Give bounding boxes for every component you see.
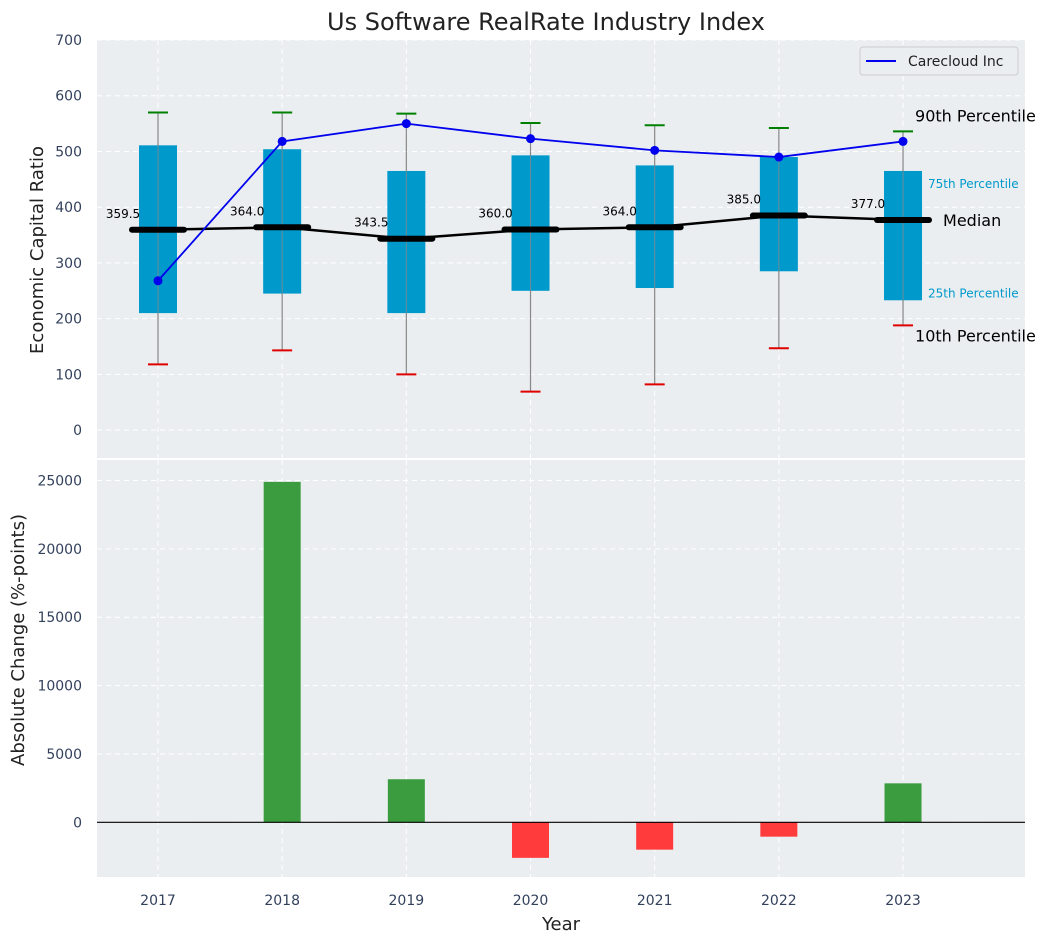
- top-y-tick-label: 300: [55, 256, 82, 272]
- series-point: [526, 134, 536, 144]
- bottom-y-tick-label: 0: [73, 815, 82, 831]
- top-y-tick-label: 700: [55, 33, 82, 49]
- bottom-y-tick-label: 25000: [37, 474, 82, 490]
- series-point: [774, 152, 784, 162]
- annotation-p10: 10th Percentile: [915, 326, 1036, 345]
- bottom-y-tick-label: 5000: [46, 747, 82, 763]
- top-y-tick-label: 500: [55, 144, 82, 160]
- x-tick-label: 2018: [264, 893, 300, 909]
- series-point: [153, 276, 163, 286]
- bottom-y-tick-label: 20000: [37, 542, 82, 558]
- top-y-tick-label: 100: [55, 367, 82, 383]
- top-y-tick-label: 400: [55, 200, 82, 216]
- median-value-label: 364.0: [603, 204, 637, 218]
- legend-label-carecloud: Carecloud Inc: [908, 54, 1003, 70]
- annotation-median: Median: [943, 211, 1001, 230]
- top-y-axis-label: Economic Capital Ratio: [27, 146, 48, 354]
- annotation-p90: 90th Percentile: [915, 106, 1036, 125]
- top-panel: 0 100 200 300 400 500 600 700 359.5 364.0 343.5 360…: [55, 33, 1036, 458]
- series-point: [650, 145, 660, 155]
- median-value-label: 360.0: [478, 206, 512, 220]
- top-y-tick-label: 0: [73, 423, 82, 439]
- change-bar: [387, 779, 425, 823]
- x-tick-label: 2023: [885, 893, 921, 909]
- median-value-label: 377.0: [851, 197, 885, 211]
- x-tick-label: 2019: [389, 893, 425, 909]
- bottom-y-axis-label: Absolute Change (%-points): [8, 514, 29, 766]
- top-plot-area: [97, 40, 1025, 458]
- bottom-y-tick-label: 10000: [37, 679, 82, 695]
- x-tick-label: 2020: [513, 893, 549, 909]
- series-point: [277, 136, 287, 146]
- x-tick-label: 2022: [761, 893, 797, 909]
- legend: Carecloud Inc: [859, 46, 1019, 76]
- change-bar: [512, 822, 550, 858]
- x-tick-label: 2017: [140, 893, 176, 909]
- legend-box: [859, 46, 1019, 76]
- x-axis-label: Year: [541, 914, 581, 935]
- top-y-tick-label: 600: [55, 89, 82, 105]
- series-point: [898, 136, 908, 146]
- median-value-label: 385.0: [727, 193, 761, 207]
- bottom-panel: 0 5000 10000 15000 20000 25000 2017 2018 2019 202…: [37, 460, 1025, 909]
- change-bar: [263, 481, 301, 823]
- top-y-tick-label: 200: [55, 312, 82, 328]
- series-point: [401, 119, 411, 129]
- change-bar: [760, 822, 798, 837]
- median-value-label: 364.0: [230, 204, 264, 218]
- change-bar: [884, 783, 922, 823]
- chart-title: Us Software RealRate Industry Index: [327, 8, 765, 36]
- x-tick-label: 2021: [637, 893, 673, 909]
- median-value-label: 343.5: [354, 216, 388, 230]
- annotation-p75: 75th Percentile: [928, 177, 1019, 191]
- median-value-label: 359.5: [106, 207, 140, 221]
- bottom-y-tick-label: 15000: [37, 610, 82, 626]
- bottom-plot-area: [97, 460, 1025, 877]
- change-bar: [636, 822, 674, 850]
- annotation-p25: 25th Percentile: [928, 286, 1019, 300]
